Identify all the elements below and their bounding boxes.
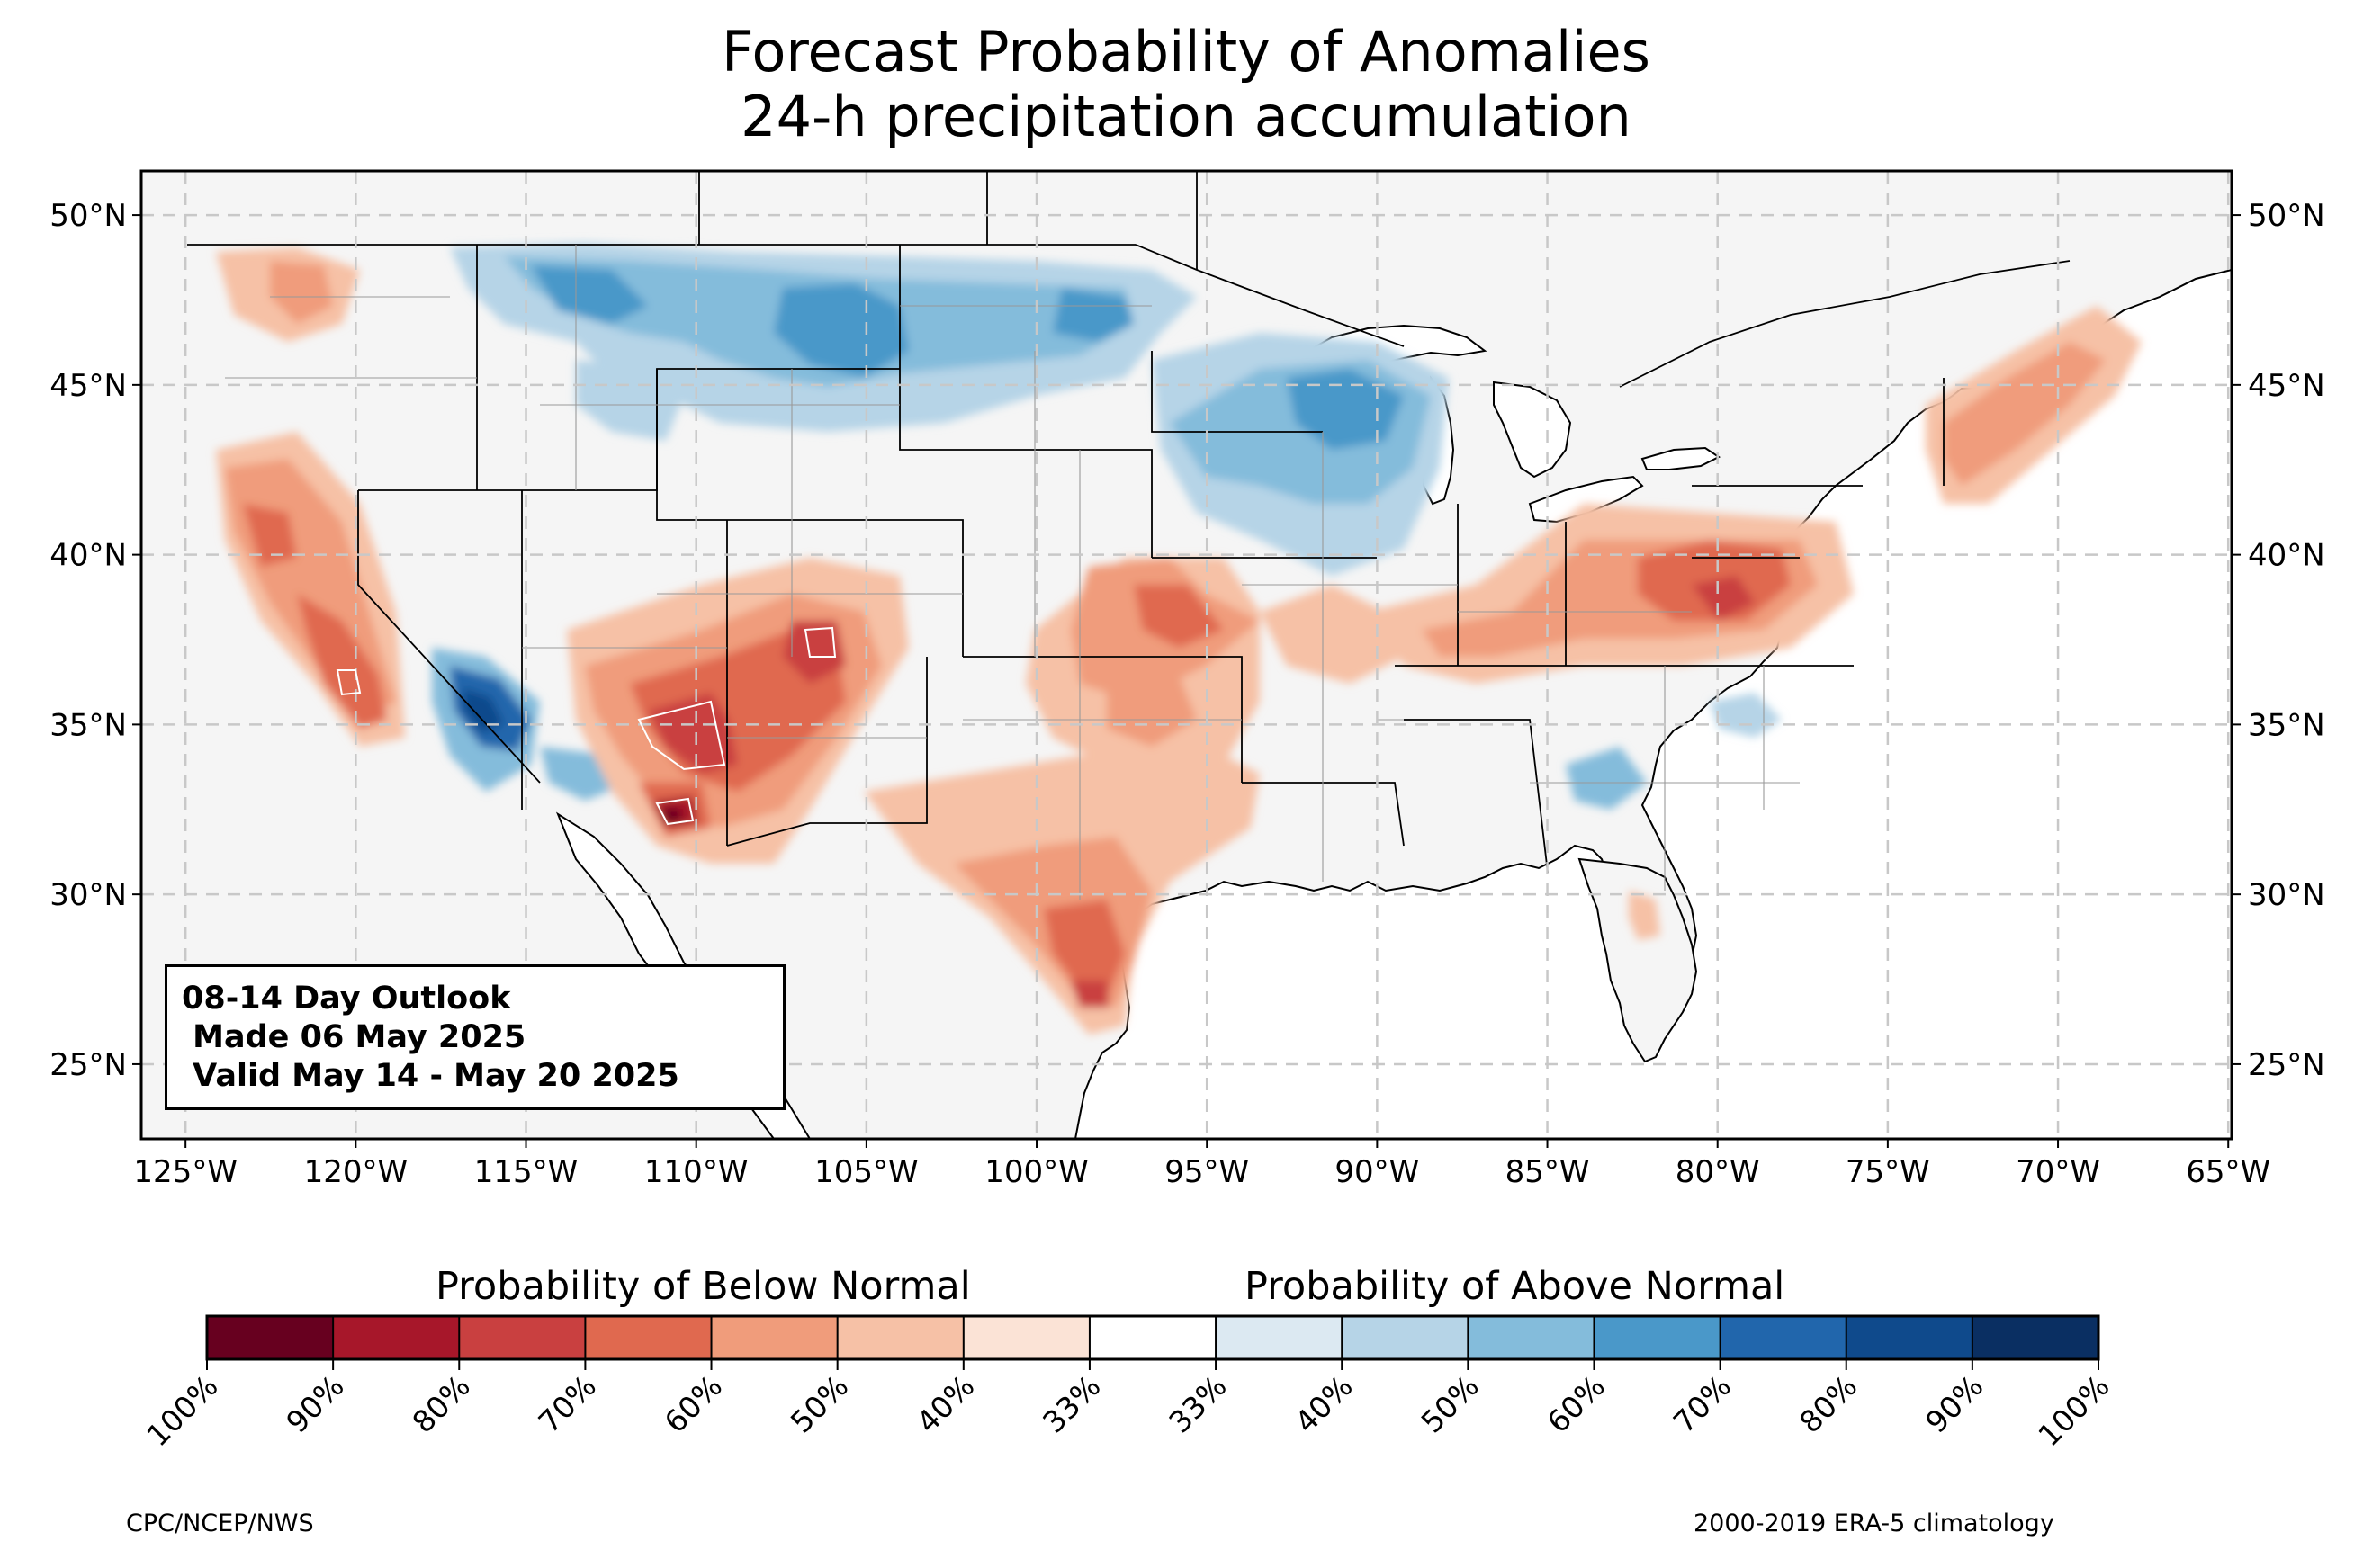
latitude-tick-labels-right: 50°N 45°N 40°N 35°N 30°N 25°N [2232,198,2325,1083]
colorbar-tick-label: 33% [1162,1368,1233,1439]
lat-tick-label: 30°N [49,877,127,913]
lon-tick-label: 85°W [1505,1154,1590,1190]
colorbar-tick-label: 100% [139,1368,224,1453]
colorbar-swatch [1594,1316,1721,1359]
lake-erie [1528,475,1644,524]
lat-tick-label: 45°N [49,368,127,404]
lat-tick-label: 35°N [49,707,127,743]
colorbar-tick-label: 80% [405,1368,476,1439]
outlook-period: 08-14 Day Outlook [182,981,511,1017]
colorbar-tick-label: 80% [1792,1368,1864,1439]
lake-huron [1493,381,1572,479]
county-like-boundaries [225,245,1800,900]
colorbar-swatch [963,1316,1091,1359]
colorbar-swatch [1972,1316,2099,1359]
colorbar-swatch [459,1316,586,1359]
lat-tick-label: 45°N [2248,368,2325,404]
outlook-info-box: 08-14 Day Outlook Made 06 May 2025 Valid… [165,964,786,1110]
lat-tick-label: 40°N [49,538,127,574]
colorbar-swatch [333,1316,460,1359]
colorbar-swatch [1468,1316,1595,1359]
lat-tick-label: 50°N [2248,198,2325,234]
credit-text: CPC/NCEP/NWS [126,1510,314,1537]
map-title: Forecast Probability of Anomalies 24-h p… [0,20,2372,149]
lon-tick-label: 90°W [1334,1154,1419,1190]
colorbar-swatch [1089,1316,1217,1359]
lon-tick-label: 95°W [1164,1154,1249,1190]
colorbar-tick-label: 90% [279,1368,350,1439]
colorbar-tick-label: 40% [1288,1368,1359,1439]
colorbar-below-label: Probability of Below Normal [436,1264,971,1309]
colorbar-tick-label: 90% [1918,1368,1990,1439]
colorbar-tick-label: 100% [2031,1368,2116,1453]
colorbar-above-label: Probability of Above Normal [1244,1264,1785,1309]
colorbar-swatch [1846,1316,1973,1359]
colorbar-tick-label: 70% [1667,1368,1738,1439]
latitude-tick-labels-left: 50°N 45°N 40°N 35°N 30°N 25°N [49,198,141,1083]
lon-tick-label: 115°W [474,1154,579,1190]
contour-outlines [336,626,837,826]
political-boundaries [187,171,2071,874]
lat-tick-label: 25°N [2248,1047,2325,1083]
colorbar-tick-label: 50% [1415,1368,1486,1439]
lon-tick-label: 105°W [814,1154,919,1190]
lon-tick-label: 80°W [1676,1154,1760,1190]
lon-tick-label: 125°W [133,1154,238,1190]
colorbar-tick-label: 60% [1541,1368,1612,1439]
colorbar-swatch [711,1316,839,1359]
florida-land [1577,857,1698,1063]
map-frame [139,169,2233,1141]
colorbar-swatch [1342,1316,1469,1359]
colorbar-swatch [837,1316,965,1359]
lon-tick-label: 100°W [984,1154,1089,1190]
lon-tick-label: 110°W [644,1154,749,1190]
lon-tick-label: 70°W [2016,1154,2100,1190]
climatology-text: 2000-2019 ERA-5 climatology [1694,1510,2054,1537]
longitude-tick-labels: 125°W 120°W 115°W 110°W 105°W 100°W 95°W 90°W 85… [133,1139,2270,1190]
colorbar-swatch [1720,1316,1847,1359]
lake-ontario [1640,446,1721,470]
lon-tick-label: 75°W [1846,1154,1930,1190]
colorbar-swatch [207,1316,334,1359]
title-line-2: 24-h precipitation accumulation [741,84,1631,149]
lat-tick-label: 40°N [2248,538,2325,574]
lat-tick-label: 50°N [49,198,127,234]
valid-range: Valid May 14 - May 20 2025 [182,1058,679,1094]
colorbar-tick-label: 60% [658,1368,729,1439]
lon-tick-label: 120°W [304,1154,409,1190]
lat-tick-label: 35°N [2248,707,2325,743]
colorbar-frame [205,1314,2100,1361]
colorbar-tick-label: 40% [910,1368,981,1439]
colorbar-swatch [585,1316,713,1359]
lon-tick-label: 65°W [2186,1154,2270,1190]
lat-tick-label: 25°N [49,1047,127,1083]
colorbar-tick-label: 50% [784,1368,855,1439]
issue-date: Made 06 May 2025 [182,1019,526,1055]
colorbar-tick-label: 33% [1036,1368,1107,1439]
colorbar-swatch [1216,1316,1343,1359]
colorbar-tick-label: 70% [532,1368,603,1439]
title-line-1: Forecast Probability of Anomalies [722,19,1650,85]
lat-tick-label: 30°N [2248,877,2325,913]
